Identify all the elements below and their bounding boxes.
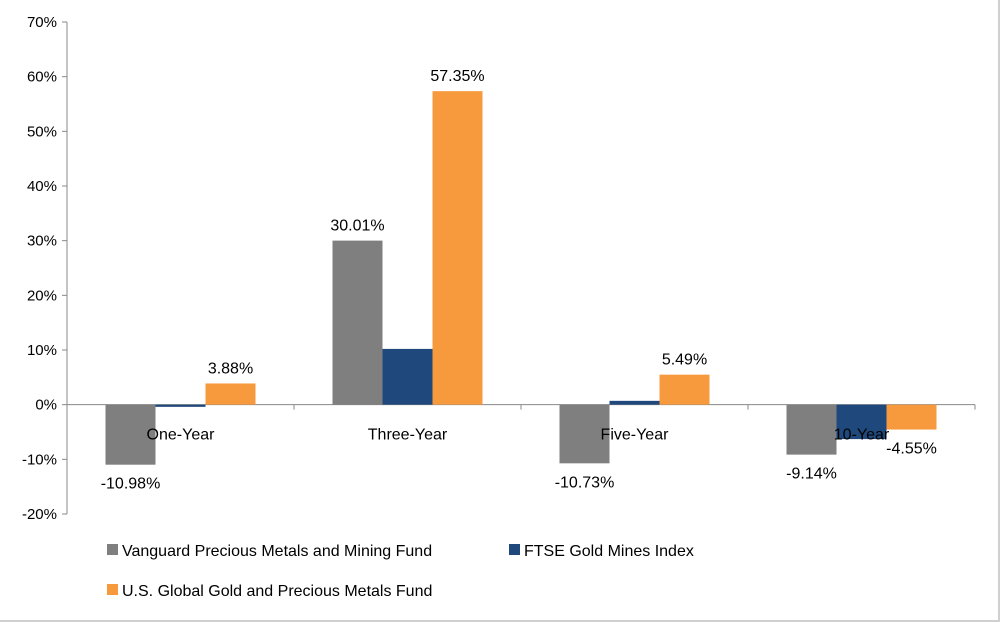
data-label: 30.01% (330, 218, 384, 235)
legend: Vanguard Precious Metals and Mining Fund… (107, 543, 694, 600)
data-label: -10.98% (101, 476, 161, 493)
y-tick-label: 50% (27, 123, 57, 140)
bar-three-year-series-3 (432, 91, 483, 405)
y-tick-label: 0% (35, 397, 57, 414)
bars (105, 91, 937, 465)
axes: -20% -10% 0% 10% 20% 30% 40% 50% 60% 70% (22, 14, 976, 523)
data-label: 3.88% (208, 360, 253, 377)
x-category-label: Three-Year (368, 427, 448, 444)
y-tick-label: -10% (22, 451, 57, 468)
data-labels: -10.98% 3.88% One-Year 30.01% 57.35% Three-Ye… (101, 68, 937, 493)
bar-five-year-series-2 (609, 400, 660, 405)
data-label: 57.35% (430, 68, 484, 85)
bar-10-year-series-3 (886, 404, 937, 430)
bar-one-year-series-3 (205, 383, 256, 405)
bar-three-year-series-2 (382, 348, 433, 405)
bar-five-year-series-3 (659, 374, 710, 405)
bar-10-year-series-2 (836, 404, 887, 440)
x-category-label: One-Year (147, 427, 216, 444)
y-tick-label: 60% (27, 69, 57, 86)
data-label: -9.14% (786, 466, 837, 483)
y-tick-label: 20% (27, 287, 57, 304)
legend-swatch (107, 584, 118, 595)
legend-label: U.S. Global Gold and Precious Metals Fun… (122, 583, 432, 600)
y-tick-label: 70% (27, 14, 57, 31)
data-label: -10.73% (555, 474, 615, 491)
x-category-label: 10-Year (834, 427, 890, 444)
bar-10-year-series-1 (786, 404, 837, 455)
legend-swatch (509, 544, 520, 555)
y-tick-label: 30% (27, 233, 57, 250)
legend-label: FTSE Gold Mines Index (524, 543, 694, 560)
bar-five-year-series-1 (559, 404, 610, 464)
y-tick-label: 10% (27, 342, 57, 359)
bar-one-year-series-1 (105, 404, 156, 465)
y-tick-label: -20% (22, 506, 57, 523)
legend-swatch (107, 544, 118, 555)
legend-label: Vanguard Precious Metals and Mining Fund (122, 543, 432, 560)
data-label: -4.55% (886, 441, 937, 458)
y-tick-label: 40% (27, 178, 57, 195)
data-label: 5.49% (662, 352, 707, 369)
bar-one-year-series-2 (155, 404, 206, 407)
x-category-label: Five-Year (601, 427, 670, 444)
bar-three-year-series-1 (332, 240, 383, 405)
